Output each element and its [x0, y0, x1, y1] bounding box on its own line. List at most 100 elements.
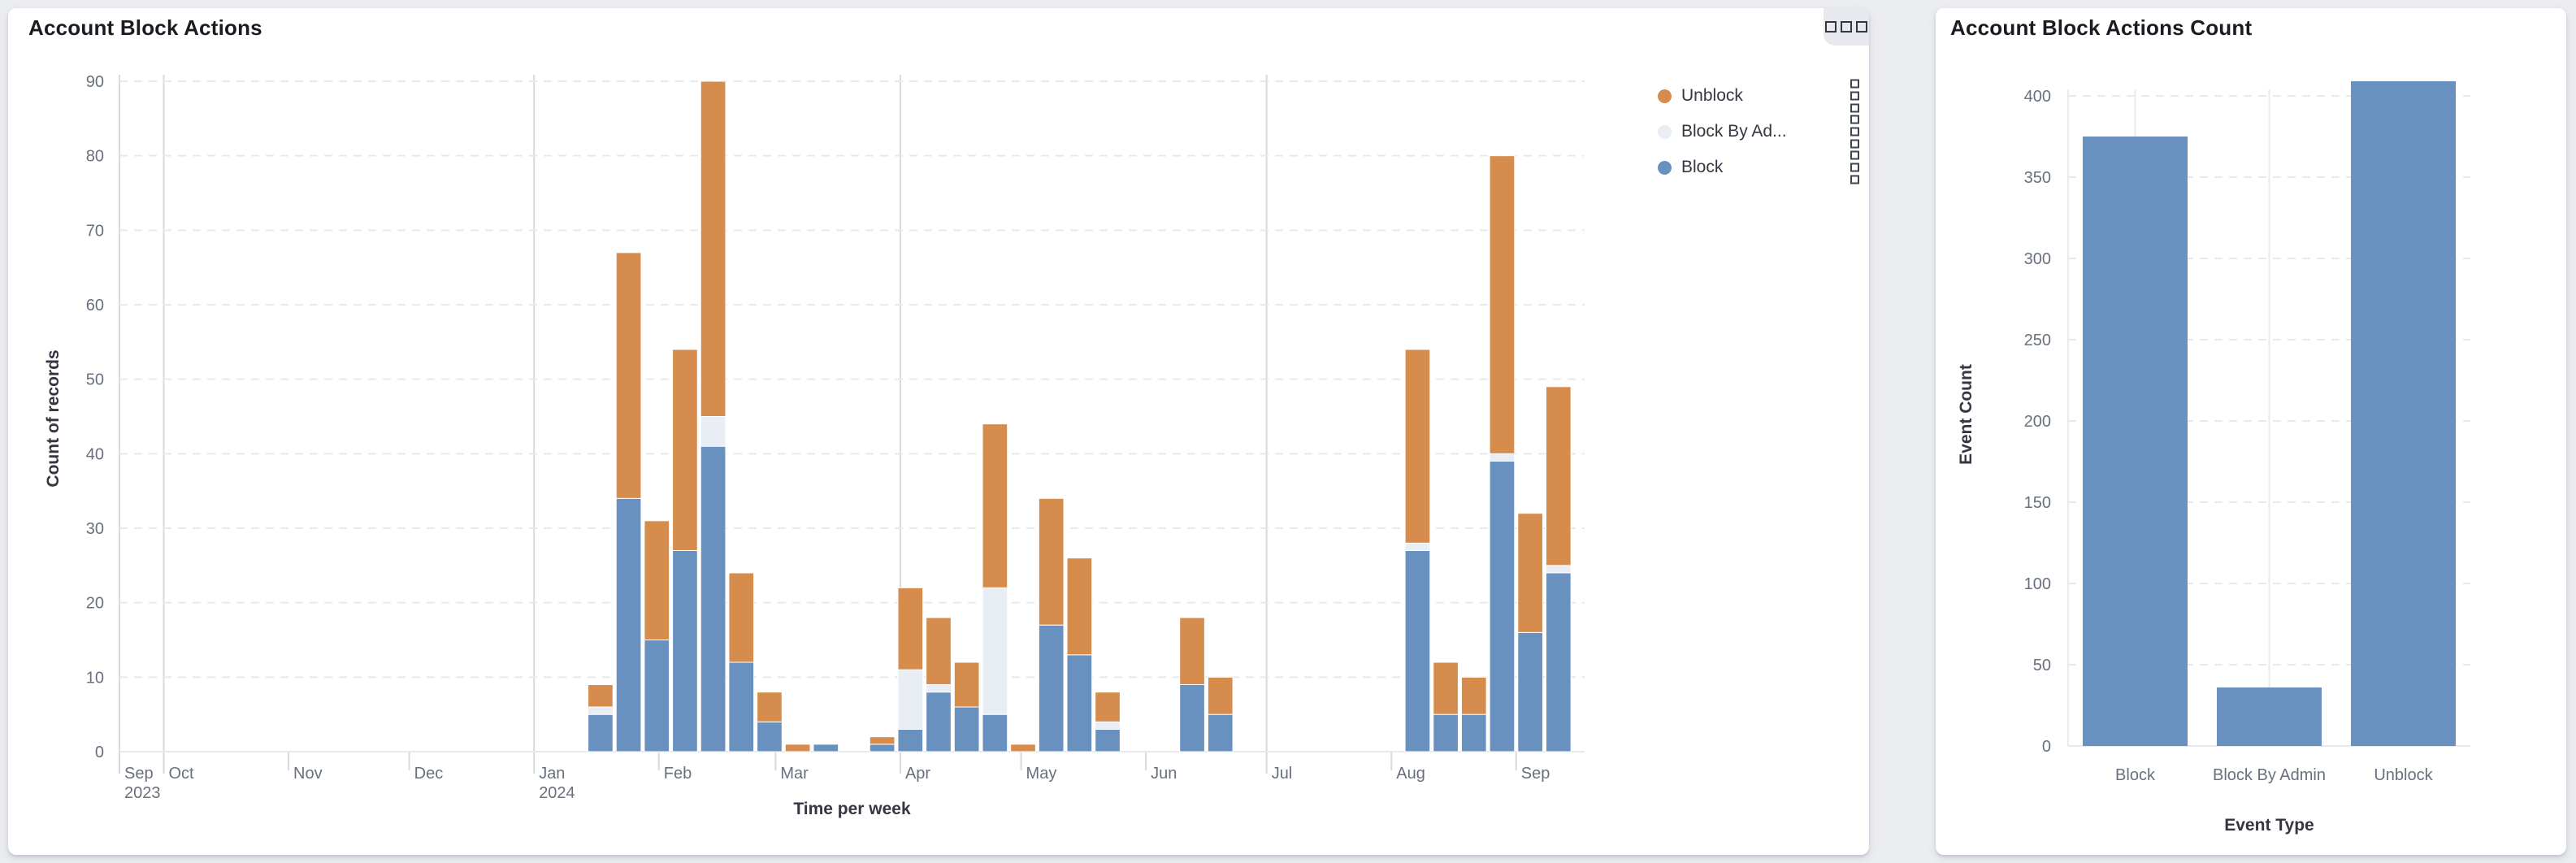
bar-segment-block[interactable] [869, 744, 896, 752]
bar-segment-block_by_admin[interactable] [982, 587, 1008, 715]
bar-segment-unblock[interactable] [1517, 513, 1543, 633]
bar-segment-block[interactable] [700, 445, 726, 752]
y-tick-label: 100 [2024, 575, 2051, 593]
bar-segment-block[interactable] [672, 550, 698, 752]
bar-segment-block_by_admin[interactable] [926, 684, 952, 693]
bar-segment-unblock[interactable] [672, 349, 698, 551]
bar-segment-unblock[interactable] [728, 572, 755, 663]
event-type-bar-chart: 0 50 100 150 200 250 300 350 400 Block Block By Ad… [1957, 81, 2470, 835]
legend-item-options-icon[interactable] [1849, 114, 1861, 150]
legend-color-dot-icon [1658, 89, 1672, 103]
x-tick-label: Oct [168, 765, 194, 783]
bar-segment-unblock[interactable] [1038, 497, 1065, 626]
panel-options-icon [1856, 21, 1867, 33]
y-tick-label: 80 [86, 148, 104, 166]
bar-segment-unblock[interactable] [1179, 617, 1205, 685]
bar-segment-unblock[interactable] [644, 520, 670, 640]
bar-segment-unblock[interactable] [784, 744, 811, 752]
bar-segment-block_by_admin[interactable] [588, 706, 614, 715]
bar-segment-block_by_admin[interactable] [700, 416, 726, 447]
bar-segment-block_by_admin[interactable] [1095, 721, 1121, 730]
bar-segment-block[interactable] [1404, 550, 1431, 752]
legend-item-label: Unblock [1681, 86, 1743, 105]
y-tick-label: 50 [2033, 657, 2051, 674]
legend-color-dot-icon [1658, 160, 1672, 175]
bar-segment-block[interactable] [728, 661, 755, 752]
bar-segment-block[interactable] [615, 497, 642, 752]
bar-segment-block[interactable] [926, 692, 952, 752]
bar-block[interactable] [2083, 137, 2188, 746]
bar-segment-block[interactable] [1433, 713, 1459, 752]
bar-segment-block[interactable] [1095, 729, 1121, 752]
bar-segment-unblock[interactable] [1066, 557, 1093, 656]
bar-segment-block_by_admin[interactable] [897, 669, 924, 731]
bar-segment-unblock[interactable] [1545, 386, 1572, 566]
bar-segment-unblock[interactable] [926, 617, 952, 685]
bar-segment-block[interactable] [1207, 713, 1234, 752]
bar-segment-unblock[interactable] [1433, 661, 1459, 715]
bar-segment-unblock[interactable] [757, 692, 783, 722]
x-tick-label: Mar [780, 765, 809, 783]
x-tick-label: Feb [664, 765, 692, 783]
y-tick-label: 200 [2024, 413, 2051, 431]
x-tick-label: Apr [905, 765, 930, 783]
bar-segment-unblock[interactable] [897, 587, 924, 670]
panel-options-button[interactable] [1824, 8, 1869, 46]
x-tick-sublabel: 2024 [539, 784, 575, 802]
bar-segment-unblock[interactable] [1010, 744, 1036, 752]
panel-options-icon [1825, 21, 1837, 33]
kebab-square [1850, 163, 1859, 172]
bar-segment-block[interactable] [1038, 624, 1065, 752]
bar-segment-block[interactable] [1179, 684, 1205, 752]
y-tick-label: 70 [86, 222, 104, 240]
legend-item-block[interactable]: Block [1658, 150, 1861, 185]
bar-segment-unblock[interactable] [1095, 692, 1121, 722]
legend-item-block_by_admin[interactable]: Block By Ad... [1658, 114, 1861, 150]
bar-segment-unblock[interactable] [1404, 349, 1431, 544]
bar-block-by-admin[interactable] [2217, 687, 2322, 746]
panel-title: Account Block Actions Count [1950, 15, 2253, 40]
bar-segment-block[interactable] [1066, 654, 1093, 752]
y-tick-label: 50 [86, 371, 104, 389]
bar-segment-block[interactable] [1545, 572, 1572, 752]
kebab-square [1850, 91, 1859, 101]
bar-segment-block_by_admin[interactable] [1545, 565, 1572, 574]
bar-segment-unblock[interactable] [1460, 676, 1487, 715]
bar-segment-unblock[interactable] [982, 423, 1008, 588]
x-tick-label: Nov [293, 765, 323, 783]
legend-item-unblock[interactable]: Unblock [1658, 78, 1861, 114]
bar-segment-unblock[interactable] [588, 684, 614, 708]
bar-segment-unblock[interactable] [869, 736, 896, 745]
bar-segment-block[interactable] [1489, 461, 1516, 752]
bar-unblock[interactable] [2351, 81, 2456, 746]
x-tick-label: May [1026, 765, 1057, 783]
kebab-square [1850, 150, 1859, 160]
bar-segment-block_by_admin[interactable] [1489, 453, 1516, 462]
bar-segment-block[interactable] [588, 713, 614, 752]
x-tick-label: Dec [414, 765, 444, 783]
legend-item-options-icon[interactable] [1849, 78, 1861, 115]
legend-item-options-icon[interactable] [1849, 150, 1861, 186]
bar-segment-block[interactable] [757, 721, 783, 752]
bar-segment-block_by_admin[interactable] [1404, 542, 1431, 551]
x-tick-label: Block [2115, 766, 2156, 784]
bar-segment-block[interactable] [1517, 631, 1543, 752]
x-axis-title: Time per week [793, 800, 911, 818]
x-tick-label: Block By Admin [2213, 766, 2326, 784]
bar-segment-unblock[interactable] [700, 80, 726, 417]
legend-item-label: Block [1681, 158, 1724, 176]
bar-segment-block[interactable] [982, 713, 1008, 752]
bar-segment-block[interactable] [644, 640, 670, 752]
panel-title: Account Block Actions [28, 15, 262, 40]
bar-segment-unblock[interactable] [615, 252, 642, 499]
bar-segment-unblock[interactable] [1489, 155, 1516, 454]
bar-segment-unblock[interactable] [953, 661, 980, 708]
bar-segment-block[interactable] [897, 729, 924, 752]
bar-segment-block[interactable] [1460, 713, 1487, 752]
y-tick-label: 0 [2042, 738, 2051, 756]
panel-account-block-actions-count: Account Block Actions Count 0 50 100 150 200… [1936, 8, 2566, 855]
bar-segment-unblock[interactable] [1207, 676, 1234, 715]
bar-segment-block[interactable] [813, 744, 839, 752]
y-tick-label: 400 [2024, 88, 2051, 106]
bar-segment-block[interactable] [953, 706, 980, 752]
